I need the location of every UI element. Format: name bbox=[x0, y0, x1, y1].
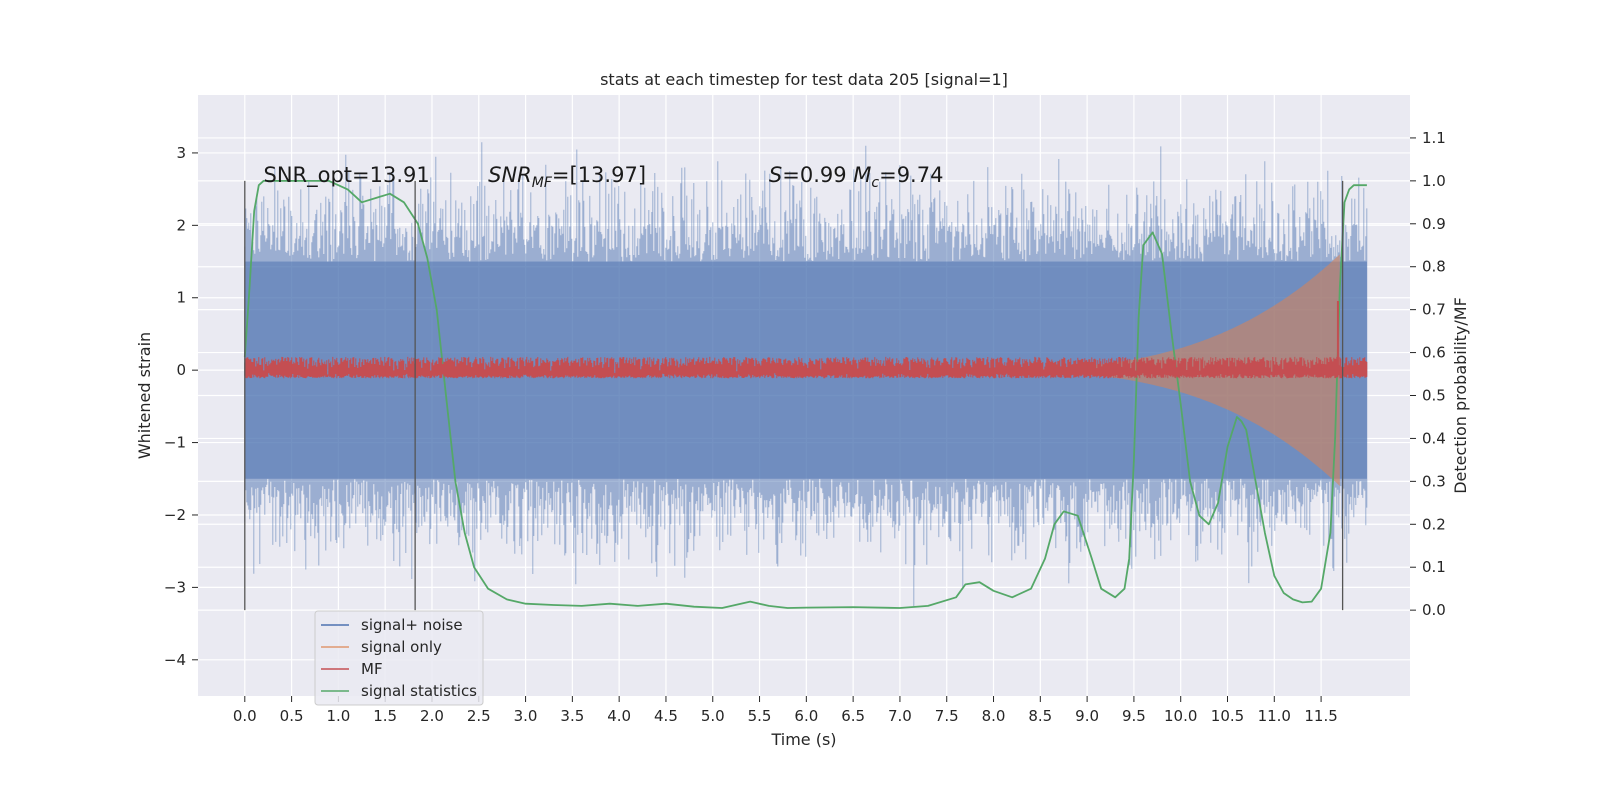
legend: signal+ noise signal only MF signal statist… bbox=[314, 610, 484, 706]
x-tick-label: 5.0 bbox=[701, 707, 725, 725]
y2-tick-label: 0.5 bbox=[1422, 387, 1446, 405]
annotation-snr_opt: SNR_opt=13.91 bbox=[264, 163, 430, 188]
y2-tick-label: 0.2 bbox=[1422, 515, 1446, 533]
legend-box bbox=[314, 610, 484, 706]
annotation-s_mc: S=0.99 Mc=9.74 bbox=[769, 163, 944, 191]
tick-layer: 0.0 0.5 1.0 1.5 2.0 2.5 3.0 3.5 4.0 4.5 5.0 5.5 6.0 6… bbox=[164, 129, 1446, 725]
annotation-part: c bbox=[871, 175, 879, 191]
x-tick-label: 1.5 bbox=[373, 707, 397, 725]
y2-tick-label: 0.9 bbox=[1422, 215, 1446, 233]
annotation-part: MF bbox=[532, 175, 553, 191]
x-tick-label: 4.0 bbox=[607, 707, 631, 725]
x-tick-label: 0.0 bbox=[233, 707, 257, 725]
annotation-snr_mf: SNRMF=[13.97] bbox=[488, 163, 646, 191]
y-tick-label: −4 bbox=[164, 651, 186, 669]
x-tick-label: 3.0 bbox=[514, 707, 538, 725]
x-tick-label: 11.0 bbox=[1258, 707, 1291, 725]
x-tick-label: 6.0 bbox=[794, 707, 818, 725]
y2-tick-label: 0.1 bbox=[1422, 558, 1446, 576]
y-tick-label: −2 bbox=[164, 506, 186, 524]
y2-tick-label: 0.6 bbox=[1422, 344, 1446, 362]
y-tick-label: 0 bbox=[176, 361, 186, 379]
x-tick-label: 11.5 bbox=[1304, 707, 1337, 725]
y2-axis-label: Detection probability/MF bbox=[1451, 297, 1470, 494]
chart-title: stats at each timestep for test data 205… bbox=[600, 70, 1008, 89]
x-tick-label: 0.5 bbox=[280, 707, 304, 725]
x-tick-label: 9.0 bbox=[1075, 707, 1099, 725]
y-tick-label: 2 bbox=[176, 216, 186, 234]
legend-label: signal only bbox=[361, 638, 442, 656]
x-tick-label: 10.5 bbox=[1211, 707, 1244, 725]
series-layer bbox=[243, 142, 1368, 609]
y2-tick-label: 0.0 bbox=[1422, 601, 1446, 619]
vertical-markers bbox=[244, 180, 1344, 611]
x-tick-label: 2.0 bbox=[420, 707, 444, 725]
x-tick-label: 8.0 bbox=[982, 707, 1006, 725]
x-tick-label: 2.5 bbox=[467, 707, 491, 725]
annotation-part: M bbox=[853, 163, 871, 187]
x-tick-label: 6.5 bbox=[841, 707, 865, 725]
y2-tick-label: 0.8 bbox=[1422, 258, 1446, 276]
y2-tick-label: 0.4 bbox=[1422, 429, 1446, 447]
legend-label: MF bbox=[361, 660, 383, 678]
y2-tick-label: 0.3 bbox=[1422, 472, 1446, 490]
legend-label: signal+ noise bbox=[361, 616, 463, 634]
y-tick-label: 1 bbox=[176, 289, 186, 307]
y-axis-label: Whitened strain bbox=[135, 332, 154, 459]
annotation-part: =9.74 bbox=[879, 163, 943, 187]
annotation-part: SNR bbox=[488, 163, 532, 187]
y2-tick-label: 1.0 bbox=[1422, 172, 1446, 190]
x-tick-label: 7.0 bbox=[888, 707, 912, 725]
annotation-part: =0.99 bbox=[782, 163, 853, 187]
y-tick-label: −1 bbox=[164, 434, 186, 452]
x-tick-label: 3.5 bbox=[560, 707, 584, 725]
y-tick-label: 3 bbox=[176, 144, 186, 162]
x-tick-label: 8.5 bbox=[1028, 707, 1052, 725]
y2-tick-label: 1.1 bbox=[1422, 129, 1446, 147]
annotation-part: =[13.97] bbox=[552, 163, 646, 187]
legend-label: signal statistics bbox=[361, 682, 477, 700]
y2-tick-label: 0.7 bbox=[1422, 301, 1446, 319]
x-tick-label: 7.5 bbox=[935, 707, 959, 725]
x-tick-label: 5.5 bbox=[748, 707, 772, 725]
x-tick-label: 10.0 bbox=[1164, 707, 1197, 725]
x-tick-label: 9.5 bbox=[1122, 707, 1146, 725]
x-tick-label: 1.0 bbox=[326, 707, 350, 725]
y-tick-label: −3 bbox=[164, 578, 186, 596]
annotation-part: S bbox=[769, 163, 782, 187]
x-tick-label: 4.5 bbox=[654, 707, 678, 725]
x-axis-label: Time (s) bbox=[770, 730, 836, 749]
annotations: SNR_opt=13.91 SNRMF=[13.97] S=0.99 Mc=9.74 bbox=[264, 163, 944, 191]
